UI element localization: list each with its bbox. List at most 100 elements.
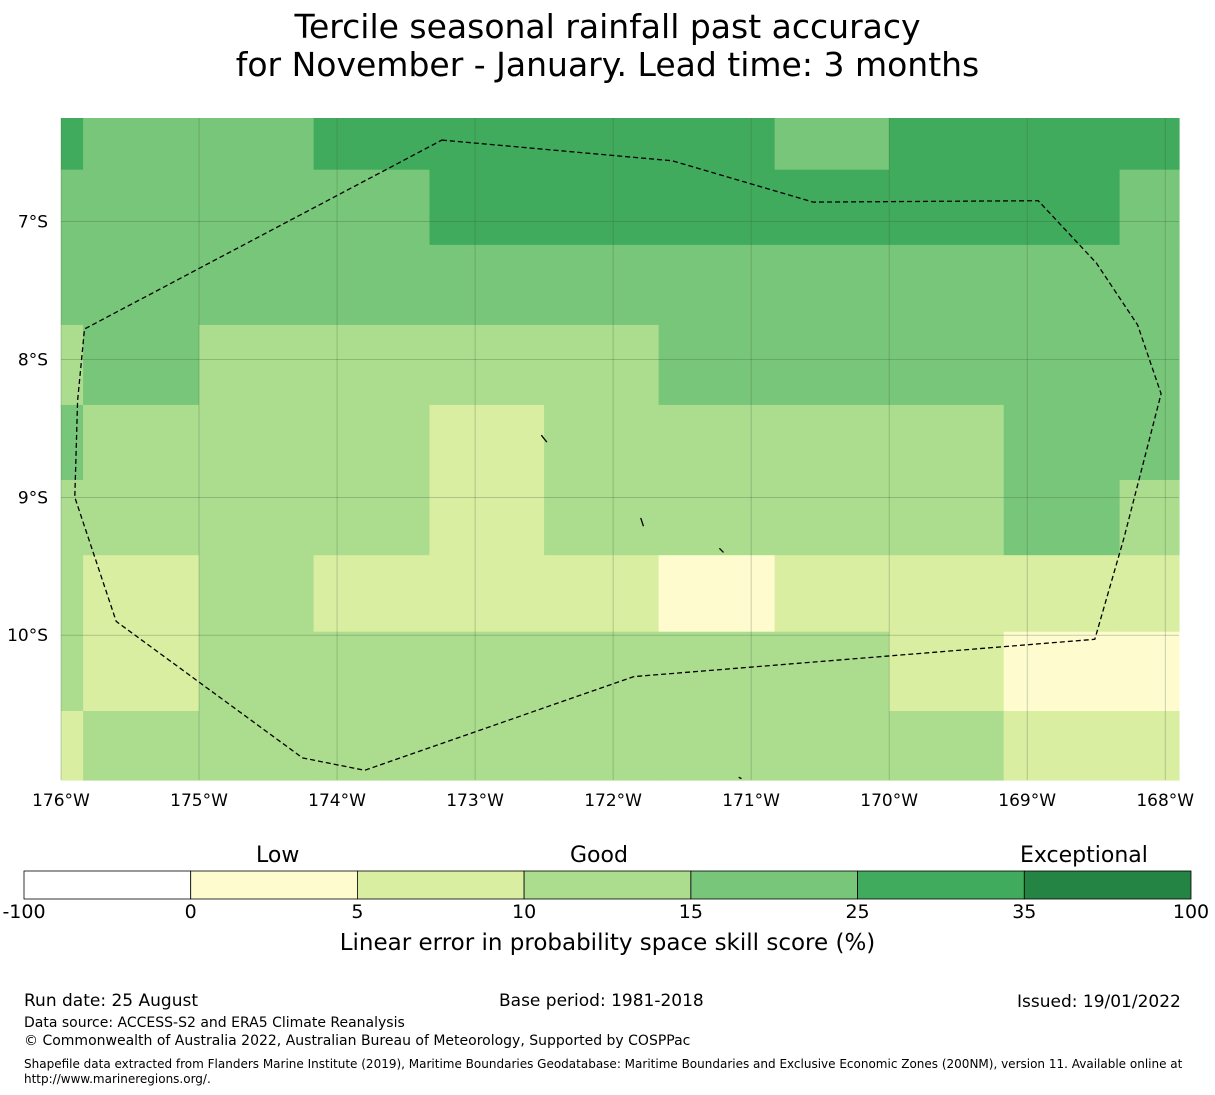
- grid-cell: [544, 480, 660, 556]
- lon-tick-label: 176°W: [32, 791, 90, 811]
- grid-cell: [889, 244, 1005, 326]
- grid-cell: [544, 555, 660, 633]
- grid-cell: [199, 480, 315, 556]
- colorbar-label-low: Low: [256, 843, 300, 868]
- title-line-2: for November - January. Lead time: 3 mon…: [235, 45, 980, 84]
- grid-cell: [199, 631, 315, 712]
- grid-cell: [889, 711, 1005, 781]
- colorbar-tick-label: 10: [512, 901, 537, 923]
- grid-cell: [658, 404, 776, 481]
- grid-cell: [889, 480, 1005, 556]
- grid-cell: [1003, 244, 1121, 326]
- grid-cell: [774, 169, 890, 246]
- grid-cell: [658, 324, 776, 406]
- lon-tick-label: 171°W: [722, 791, 780, 811]
- grid-cell: [83, 324, 200, 406]
- colorbar-tick-label: 35: [1012, 901, 1037, 923]
- grid-cell: [1003, 711, 1121, 781]
- grid-cell: [61, 324, 84, 406]
- grid-cell: [429, 169, 545, 246]
- grid-cell: [1003, 480, 1121, 556]
- grid-cell: [544, 324, 660, 406]
- grid-cell: [313, 404, 431, 481]
- grid-cell: [83, 118, 200, 171]
- colorbar-tick-label: 100: [1172, 901, 1210, 923]
- grid-cell: [313, 480, 431, 556]
- grid-cell: [429, 118, 545, 171]
- grid-cell: [889, 631, 1005, 712]
- grid-cell: [1119, 244, 1180, 326]
- grid-cell: [429, 324, 545, 406]
- grid-cell: [429, 480, 545, 556]
- grid-cell: [1119, 404, 1180, 481]
- grid-cell: [83, 711, 200, 781]
- grid-cell: [774, 404, 890, 481]
- grid-cell: [83, 631, 200, 712]
- grid-cell: [1003, 555, 1121, 633]
- copyright: © Commonwealth of Australia 2022, Austra…: [24, 1033, 691, 1049]
- lon-tick-label: 173°W: [446, 791, 504, 811]
- grid-cell: [429, 404, 545, 481]
- base-period: Base period: 1981-2018: [499, 991, 704, 1011]
- island: [540, 434, 548, 443]
- grid-cell: [313, 631, 431, 712]
- grid-cell: [1119, 169, 1180, 246]
- island: [718, 547, 724, 553]
- grid-cell: [83, 404, 200, 481]
- axis-tick-labels: 176°W 175°W 174°W 173°W 172°W 171°W 170°W 169°W…: [7, 212, 1194, 811]
- island: [640, 517, 645, 527]
- grid-cell: [544, 169, 660, 246]
- grid-cell: [1119, 631, 1180, 712]
- lon-tick-label: 175°W: [170, 791, 228, 811]
- island: [738, 776, 742, 780]
- grid-cell: [889, 324, 1005, 406]
- grid-cell: [199, 711, 315, 781]
- colorbar: [23, 870, 1192, 900]
- grid-cell: [774, 244, 890, 326]
- grid-cell: [199, 555, 315, 633]
- lat-tick-label: 9°S: [18, 488, 48, 508]
- grid-cell: [889, 555, 1005, 633]
- colorbar-segments: [23, 870, 1192, 900]
- grid-cell: [544, 118, 660, 171]
- grid-cell: [658, 118, 776, 171]
- lat-tick-label: 7°S: [18, 212, 48, 232]
- grid-cell: [61, 480, 84, 556]
- grid-cell: [774, 631, 890, 712]
- colorbar-title: Linear error in probability space skill …: [339, 930, 876, 956]
- grid-cell: [61, 169, 84, 246]
- grid-cell: [544, 404, 660, 481]
- grid-cell: [61, 555, 84, 633]
- grid-cell: [1003, 118, 1121, 171]
- grid-cell: [313, 169, 431, 246]
- colorbar-segment: [356, 870, 525, 900]
- grid-cell: [1119, 711, 1180, 781]
- colorbar-label-exceptional: Exceptional: [1020, 843, 1148, 868]
- grid-cell: [1003, 631, 1121, 712]
- colorbar-segment: [523, 870, 692, 900]
- lon-tick-label: 169°W: [998, 791, 1056, 811]
- grid-cell: [313, 711, 431, 781]
- grid-cell: [774, 711, 890, 781]
- grid-cell: [83, 555, 200, 633]
- data-source: Data source: ACCESS-S2 and ERA5 Climate …: [24, 1015, 405, 1031]
- grid-cell: [61, 404, 84, 481]
- chart-title: Tercile seasonal rainfall past accuracy …: [0, 8, 1215, 84]
- grid-cell: [544, 244, 660, 326]
- grid-cell: [429, 711, 545, 781]
- grid-cell: [83, 480, 200, 556]
- grid-cell: [199, 404, 315, 481]
- colorbar-tick-label: 5: [351, 901, 364, 923]
- colorbar-label-good: Good: [570, 843, 628, 868]
- grid-cell: [658, 631, 776, 712]
- grid-cell: [61, 244, 84, 326]
- lon-tick-label: 172°W: [584, 791, 642, 811]
- grid-cell: [199, 244, 315, 326]
- grid-cell: [61, 118, 84, 171]
- grid-cell: [774, 480, 890, 556]
- grid-cell: [1119, 555, 1180, 633]
- graticule: [60, 118, 1179, 780]
- grid-cell: [774, 555, 890, 633]
- skill-grid: [61, 118, 1180, 781]
- title-line-1: Tercile seasonal rainfall past accuracy: [294, 7, 921, 46]
